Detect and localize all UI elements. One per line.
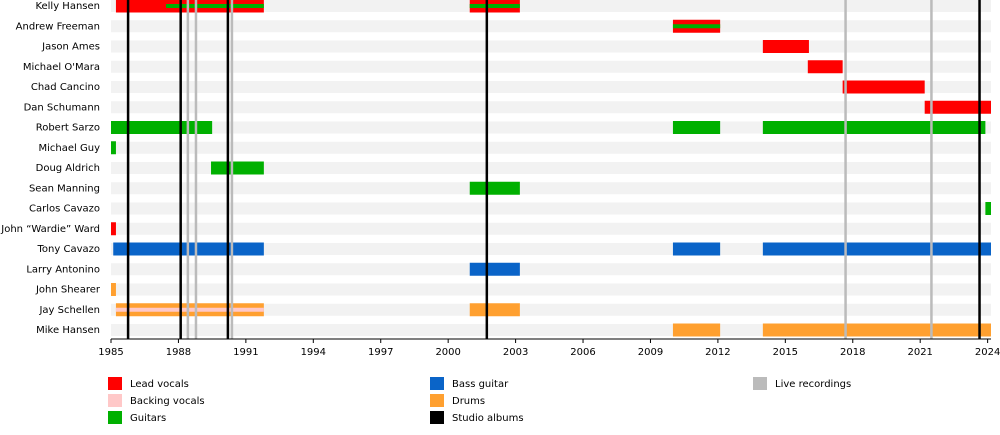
row-band	[111, 263, 991, 276]
member-label: Doug Aldrich	[36, 163, 100, 174]
member-bar	[672, 121, 721, 134]
member-label: John “Wardie” Ward	[0, 224, 100, 235]
member-bar	[762, 40, 809, 53]
row-band	[111, 20, 991, 33]
member-label: Jay Schellen	[38, 305, 100, 316]
x-tick-label: 2024	[975, 347, 1000, 358]
x-tick-label: 2009	[638, 347, 663, 358]
legend-label: Bass guitar	[452, 379, 509, 390]
row-band	[111, 141, 991, 154]
row-band	[111, 222, 991, 235]
row-band	[111, 283, 991, 296]
member-bar	[985, 202, 991, 215]
legend-swatch	[108, 377, 122, 390]
member-bar	[807, 60, 843, 74]
member-label: Sean Manning	[29, 183, 100, 194]
member-bar	[762, 242, 991, 256]
member-bar	[469, 262, 520, 276]
member-label: Andrew Freeman	[16, 21, 100, 32]
x-tick-label: 2018	[840, 347, 865, 358]
member-bar	[115, 307, 264, 312]
row-band	[111, 40, 991, 53]
member-bar	[672, 24, 721, 29]
member-label: Jason Ames	[41, 42, 100, 53]
member-bar	[111, 141, 116, 155]
member-bar	[166, 4, 264, 8]
x-tick-label: 2021	[907, 347, 932, 358]
member-bar	[469, 181, 520, 195]
member-label: Carlos Cavazo	[29, 204, 100, 215]
member-bar	[111, 222, 116, 236]
x-tick-label: 2000	[435, 347, 460, 358]
row-band	[111, 182, 991, 195]
member-label: Larry Antonino	[26, 264, 100, 275]
row-band	[111, 162, 991, 174]
x-tick-label: 2006	[570, 347, 595, 358]
member-label: Robert Sarzo	[36, 123, 100, 134]
x-tick-label: 1991	[233, 347, 258, 358]
member-bar	[842, 80, 925, 94]
member-bar	[211, 161, 264, 175]
legend-label: Studio albums	[452, 413, 524, 424]
member-bar	[762, 323, 991, 337]
row-band	[111, 0, 991, 12]
member-bar	[469, 303, 520, 317]
row-band	[111, 101, 991, 114]
legend-swatch	[430, 394, 444, 407]
legend-swatch	[108, 411, 122, 424]
member-bar	[672, 323, 721, 337]
row-band	[111, 81, 991, 93]
row-band	[111, 202, 991, 215]
legend-label: Lead vocals	[130, 379, 189, 390]
x-tick-label: 2015	[773, 347, 798, 358]
member-label: Kelly Hansen	[35, 1, 100, 12]
row-band	[111, 60, 991, 73]
member-label: Michael O'Mara	[23, 62, 100, 73]
x-tick-label: 1997	[368, 347, 393, 358]
member-bar	[762, 121, 986, 134]
x-tick-label: 1988	[166, 347, 191, 358]
legend-swatch	[108, 394, 122, 407]
legend-swatch	[430, 377, 444, 390]
member-label: Michael Guy	[39, 143, 101, 154]
member-bar	[111, 283, 116, 296]
legend-swatch	[753, 377, 767, 390]
member-bar	[672, 242, 721, 256]
legend-label: Drums	[452, 396, 485, 407]
x-tick-label: 2003	[503, 347, 528, 358]
member-bar	[924, 100, 991, 114]
x-tick-label: 1994	[301, 347, 326, 358]
legend-label: Backing vocals	[130, 396, 205, 407]
member-label: John Shearer	[35, 285, 101, 296]
member-label: Mike Hansen	[36, 325, 100, 336]
legend-swatch	[430, 411, 444, 424]
x-tick-label: 1985	[98, 347, 123, 358]
x-tick-label: 2012	[705, 347, 730, 358]
legend-label: Guitars	[130, 413, 166, 424]
member-label: Tony Cavazo	[37, 244, 101, 255]
row-band	[111, 303, 991, 316]
member-label: Chad Cancino	[31, 82, 100, 93]
legend-label: Live recordings	[775, 379, 851, 390]
member-bar	[469, 4, 520, 8]
member-label: Dan Schumann	[24, 102, 100, 113]
